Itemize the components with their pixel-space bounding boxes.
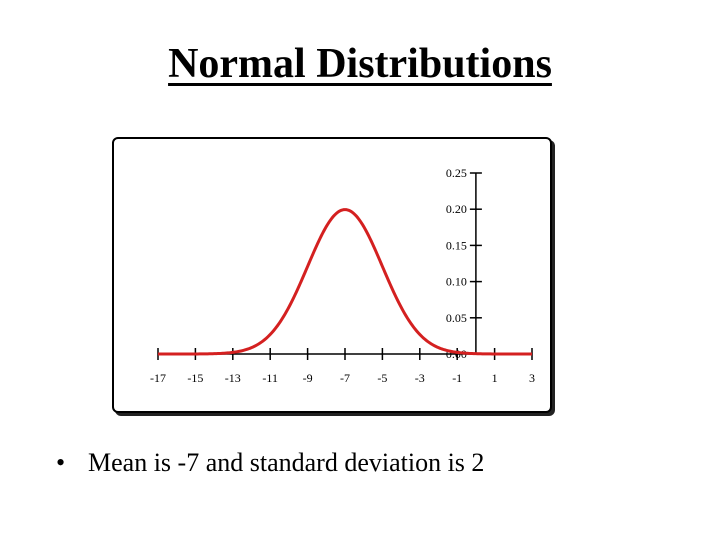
x-tick-label: -7 (340, 371, 350, 385)
slide-title: Normal Distributions (168, 41, 552, 87)
x-tick-label: 3 (529, 371, 535, 385)
bullet-dot-icon: • (56, 448, 66, 477)
chart-frame: -17 -15 -13 -11 -9 -7 -5 -3 -1 1 3 0.00 0.05 0.10 0.1… (112, 137, 552, 413)
x-tick-label: -3 (415, 371, 425, 385)
x-tick-label: 1 (492, 371, 498, 385)
bullet-point: • Mean is -7 and standard deviation is 2 (56, 448, 484, 478)
density-curve (158, 208, 532, 356)
x-tick-label: -13 (225, 371, 241, 385)
x-tick-label: -9 (303, 371, 313, 385)
x-tick-label: -5 (377, 371, 387, 385)
x-tick-label: -11 (262, 371, 278, 385)
x-tick-label: -1 (452, 371, 462, 385)
normal-distribution-chart: -17 -15 -13 -11 -9 -7 -5 -3 -1 1 3 0.000.050.100.1… (150, 166, 535, 385)
y-tick-label: 0.10 (446, 275, 467, 289)
y-tick-label: 0.15 (446, 238, 467, 252)
y-tick-label: 0.05 (446, 311, 467, 325)
x-tick-label: -17 (150, 371, 166, 385)
y-tick-label: 0.25 (446, 166, 467, 180)
bullet-text: Mean is -7 and standard deviation is 2 (88, 448, 485, 477)
x-tick-label: -15 (187, 371, 203, 385)
y-tick-label: 0.20 (446, 202, 467, 216)
